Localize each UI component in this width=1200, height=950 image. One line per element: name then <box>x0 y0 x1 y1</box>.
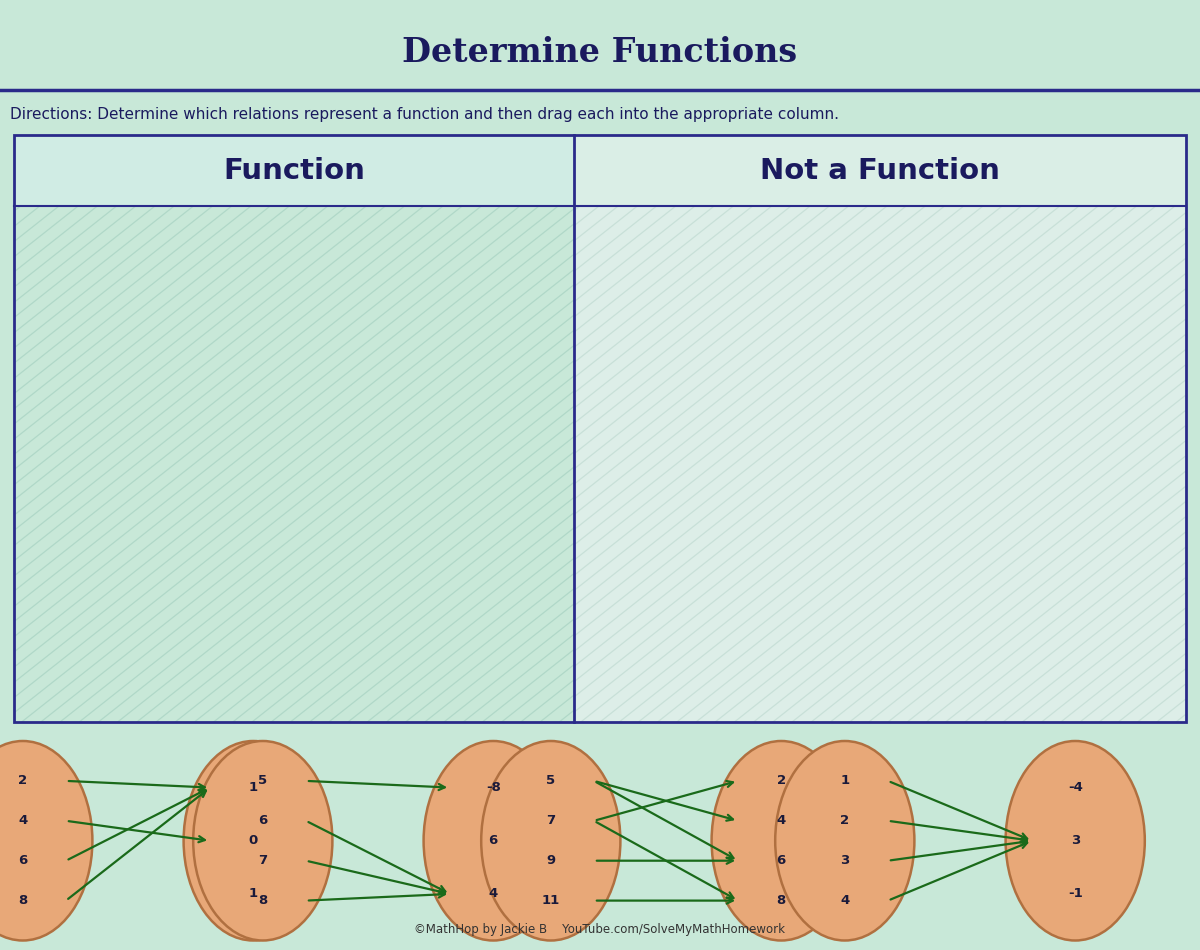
Text: 0: 0 <box>248 834 258 847</box>
Text: ©MathHop by Jackie B    YouTube.com/SolveMyMathHomework: ©MathHop by Jackie B YouTube.com/SolveMy… <box>414 922 786 936</box>
Ellipse shape <box>184 741 323 940</box>
Text: 6: 6 <box>776 854 786 867</box>
Text: 2: 2 <box>776 774 786 788</box>
Text: -1: -1 <box>1068 887 1082 901</box>
Text: -4: -4 <box>1068 781 1082 794</box>
Text: Function: Function <box>223 157 365 184</box>
Text: Directions: Determine which relations represent a function and then drag each in: Directions: Determine which relations re… <box>10 106 839 122</box>
Text: 5: 5 <box>546 774 556 788</box>
Text: 2: 2 <box>18 774 28 788</box>
Text: 1: 1 <box>840 774 850 788</box>
Text: 4: 4 <box>840 894 850 907</box>
Text: 3: 3 <box>1070 834 1080 847</box>
Ellipse shape <box>712 741 851 940</box>
Text: 4: 4 <box>18 814 28 827</box>
Text: 2: 2 <box>840 814 850 827</box>
Text: 7: 7 <box>258 854 268 867</box>
Text: 4: 4 <box>488 887 498 901</box>
Text: 4: 4 <box>776 814 786 827</box>
Text: -8: -8 <box>486 781 500 794</box>
Ellipse shape <box>424 741 563 940</box>
Text: 9: 9 <box>546 854 556 867</box>
Bar <box>574 135 1186 722</box>
Text: 6: 6 <box>258 814 268 827</box>
Text: 5: 5 <box>258 774 268 788</box>
Text: 6: 6 <box>488 834 498 847</box>
Ellipse shape <box>481 741 620 940</box>
Text: 3: 3 <box>840 854 850 867</box>
Text: Determine Functions: Determine Functions <box>402 36 798 68</box>
Text: 7: 7 <box>546 814 556 827</box>
Text: 6: 6 <box>18 854 28 867</box>
Text: 8: 8 <box>258 894 268 907</box>
Bar <box>574 135 1186 206</box>
Ellipse shape <box>1006 741 1145 940</box>
Text: 1: 1 <box>248 781 258 794</box>
Bar <box>14 135 574 722</box>
Bar <box>14 135 1186 722</box>
Ellipse shape <box>0 741 92 940</box>
Text: 1: 1 <box>248 887 258 901</box>
Ellipse shape <box>193 741 332 940</box>
Text: Not a Function: Not a Function <box>760 157 1000 184</box>
Text: 8: 8 <box>776 894 786 907</box>
Text: 8: 8 <box>18 894 28 907</box>
Ellipse shape <box>775 741 914 940</box>
Bar <box>14 135 574 206</box>
Text: 11: 11 <box>541 894 560 907</box>
